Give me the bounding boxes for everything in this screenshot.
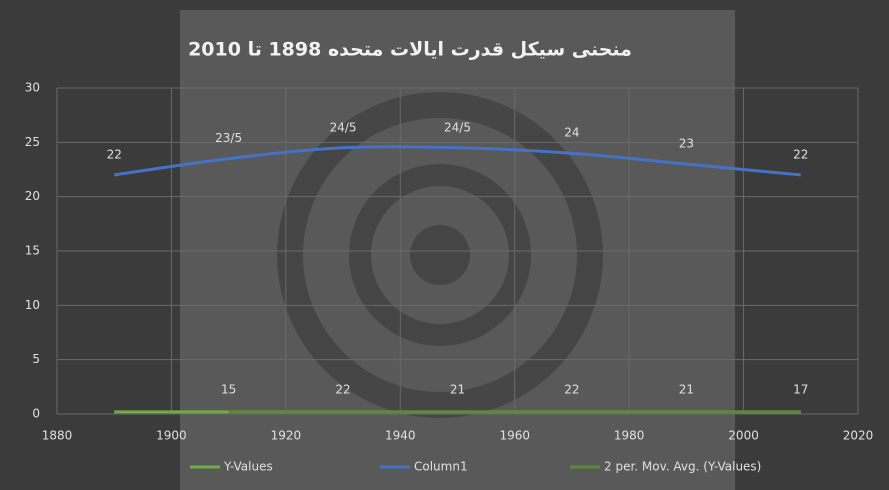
data-label: 24/5 [330, 120, 357, 134]
data-label: 22 [793, 147, 808, 161]
data-label: 24/5 [444, 120, 471, 134]
x-tick-label: 1920 [271, 429, 302, 443]
series-line [114, 145, 801, 177]
y-tick-label: 0 [32, 407, 40, 421]
y-tick-label: 30 [25, 81, 40, 95]
y-tick-label: 15 [25, 244, 40, 258]
x-tick-label: 1960 [499, 429, 530, 443]
annotation: 15 [221, 383, 236, 397]
annotation: 21 [679, 383, 694, 397]
legend-label: 2 per. Mov. Avg. (Y-Values) [604, 460, 761, 474]
x-tick-label: 1880 [42, 429, 73, 443]
annotation: 22 [564, 383, 579, 397]
legend-label: Y-Values [223, 460, 273, 474]
legend-label: Column1 [414, 460, 468, 474]
x-tick-label: 1940 [385, 429, 416, 443]
x-tick-label: 1900 [156, 429, 187, 443]
chart-title: منحنی سیکل قدرت ایالات متحده 1898 تا 201… [188, 39, 632, 61]
data-label: 23 [679, 137, 694, 151]
y-tick-label: 5 [32, 352, 40, 366]
y-tick-label: 25 [25, 135, 40, 149]
data-label: 22 [107, 147, 122, 161]
data-label: 24 [564, 126, 579, 140]
annotation: 17 [793, 383, 808, 397]
x-tick-label: 1980 [614, 429, 645, 443]
y-tick-label: 10 [25, 298, 40, 312]
watermark-panel [180, 10, 735, 490]
x-tick-label: 2020 [843, 429, 874, 443]
x-tick-label: 2000 [728, 429, 759, 443]
annotation: 22 [335, 383, 350, 397]
y-tick-label: 20 [25, 189, 40, 203]
data-label: 23/5 [215, 131, 242, 145]
watermark [277, 92, 603, 418]
annotation: 21 [450, 383, 465, 397]
